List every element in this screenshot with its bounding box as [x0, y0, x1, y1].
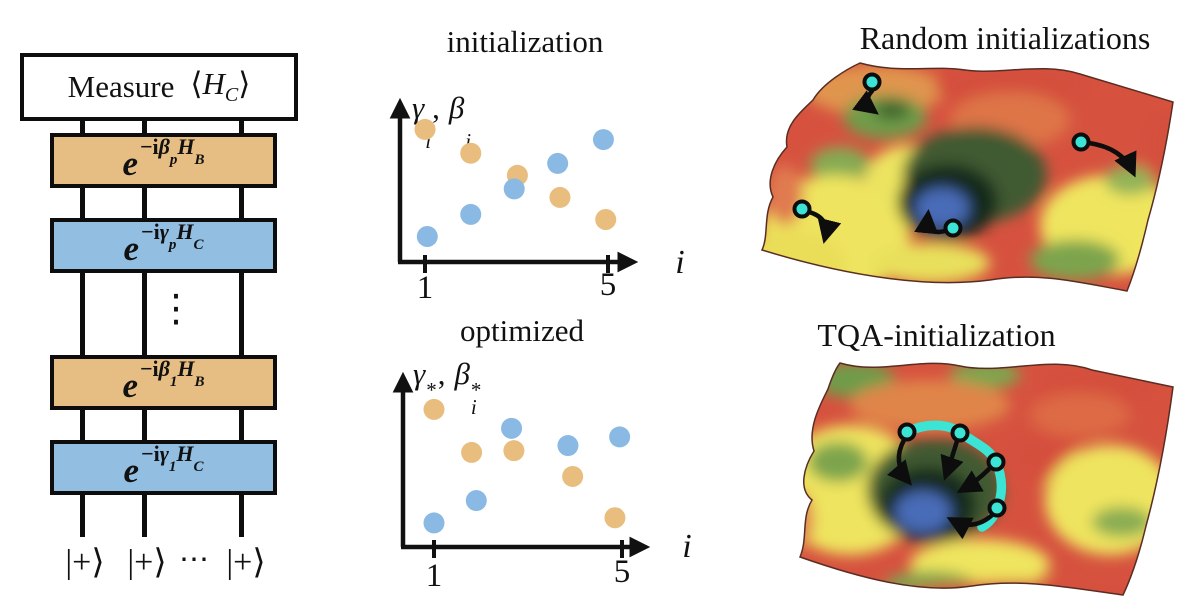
qubit-wire-3	[239, 121, 244, 537]
data-point-tan-series	[414, 118, 436, 140]
energy-surface	[762, 63, 1173, 291]
initial-point-marker	[897, 422, 917, 442]
data-point-tan-series	[604, 507, 626, 529]
qubit-wire-2	[142, 121, 147, 537]
tick-label-1: 1	[417, 270, 434, 306]
gate-gamma-p: e −iγpHC	[50, 218, 277, 273]
data-point-tan-series	[503, 440, 525, 462]
qubit-wire-1	[80, 121, 85, 537]
dots-layer	[423, 398, 631, 534]
measure-box: Measure ⟨HC⟩	[20, 53, 298, 121]
random-init-landscape	[760, 62, 1174, 292]
ket-plus-n: |+⟩	[226, 544, 266, 581]
descent-arrow	[1086, 140, 1137, 178]
optimized-chart: 1 5 i	[392, 371, 692, 594]
gate-beta-p: e −iβpHB	[50, 133, 277, 188]
data-point-blue-series	[592, 129, 614, 151]
x-axis-label: i	[682, 528, 691, 565]
energy-surface	[800, 363, 1173, 595]
data-point-tan-series	[461, 441, 483, 463]
initial-point-marker	[950, 423, 970, 443]
tick-label-1: 1	[426, 558, 443, 594]
gate-gamma-1: e −iγ1HC	[50, 440, 277, 495]
initial-point-marker	[986, 452, 1006, 472]
dots-layer	[414, 118, 617, 247]
data-point-blue-series	[423, 512, 445, 534]
initial-point-marker	[792, 199, 812, 219]
circuit-ellipsis: ⋮	[157, 286, 195, 330]
descent-arrow	[806, 209, 842, 244]
initialization-chart: 1 5 i	[389, 97, 685, 306]
x-axis-label: i	[675, 244, 684, 281]
ket-ellipsis: ⋯	[179, 543, 209, 576]
gate-beta-1: e −iβ1HB	[50, 355, 277, 410]
descent-arrow	[946, 513, 994, 540]
data-point-blue-series	[547, 152, 569, 174]
initialization-title: initialization	[446, 24, 604, 59]
data-point-blue-series	[416, 226, 438, 247]
data-point-blue-series	[460, 203, 482, 225]
initial-point-marker	[987, 498, 1007, 518]
data-point-blue-series	[503, 178, 525, 200]
ket-plus-2: |+⟩	[127, 544, 167, 581]
data-point-blue-series	[501, 417, 523, 439]
ket-plus-1: |+⟩	[65, 544, 105, 581]
data-point-tan-series	[549, 186, 571, 208]
random-init-title: Random initializations	[859, 20, 1151, 56]
annotations-layer	[792, 72, 1137, 244]
descent-arrow	[914, 208, 948, 235]
measure-label: Measure	[67, 69, 175, 104]
surface-outline	[760, 62, 1174, 292]
expectation-hc: ⟨HC⟩	[190, 66, 251, 107]
tick-label-5: 5	[600, 267, 617, 303]
data-point-tan-series	[562, 465, 584, 487]
descent-arrow	[940, 438, 964, 481]
optimized-title: optimized	[460, 313, 584, 348]
data-point-blue-series	[557, 435, 579, 457]
tick-label-5: 5	[614, 554, 631, 590]
data-point-tan-series	[595, 209, 617, 230]
descent-arrow	[886, 437, 912, 486]
data-point-tan-series	[460, 142, 482, 164]
data-point-tan-series	[423, 398, 445, 420]
tqa-init-title: TQA-initialization	[817, 317, 1056, 353]
surface-outline	[798, 362, 1174, 596]
initial-point-marker	[1071, 132, 1091, 152]
descent-arrow	[852, 88, 879, 115]
descent-arrow	[956, 466, 992, 494]
data-point-blue-series	[609, 426, 631, 448]
data-point-blue-series	[465, 490, 487, 512]
initial-point-marker	[943, 218, 963, 238]
tqa-init-landscape	[798, 362, 1174, 596]
annotations-layer	[886, 420, 1007, 540]
initial-point-marker	[862, 72, 882, 92]
